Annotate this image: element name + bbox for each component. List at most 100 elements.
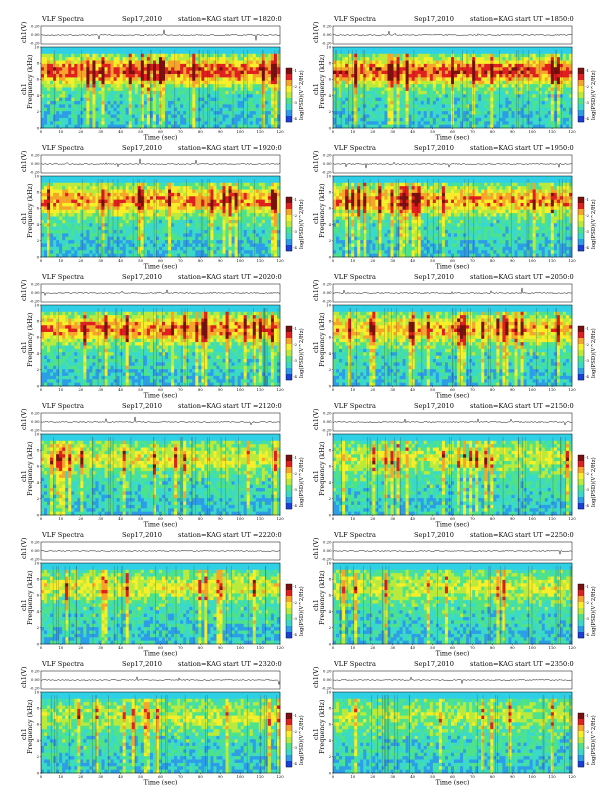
heatmap-cell [204,47,208,51]
heatmap-cell [496,90,500,95]
heatmap-cell [414,107,419,112]
heatmap-cell [366,90,370,95]
heatmap-cell [59,219,63,224]
heatmap-cell [441,50,446,55]
heatmap-cell [438,57,443,61]
heatmap-cell [95,107,99,112]
heatmap-cell [77,226,81,231]
heatmap-cell [396,47,400,51]
heatmap-cell [417,114,422,119]
heatmap-cell [128,84,133,88]
heatmap-cell [116,101,120,105]
heatmap-cell [444,104,449,109]
heatmap-cell [405,97,409,102]
heatmap-cell [532,104,536,109]
heatmap-cell [243,53,248,58]
heatmap-cell [252,70,257,75]
heatmap-cell [116,243,120,248]
heatmap-cell [390,63,394,68]
heatmap-cell [481,80,485,85]
heatmap-cell [198,121,202,125]
heatmap-cell [261,114,266,119]
heatmap-cell [165,189,169,194]
heatmap-cell [565,84,570,88]
heatmap-cell [484,114,488,119]
heatmap-cell [110,90,114,95]
heatmap-cell [110,77,114,82]
heatmap-cell [447,87,452,92]
heatmap-cell [511,57,515,61]
heatmap-cell [95,179,99,184]
heatmap-cell [89,107,93,112]
heatmap-cell [71,101,75,105]
heatmap-cell [65,219,69,224]
heatmap-cell [186,107,190,112]
heatmap-cell [520,77,524,82]
heatmap-cell [125,97,130,102]
heatmap-cell [559,84,564,88]
heatmap-cell [363,84,367,88]
heatmap-cell [556,80,561,85]
heatmap-cell [44,223,48,227]
heatmap-cell [213,84,217,88]
heatmap-cell [86,114,90,119]
heatmap-cell [107,186,111,190]
heatmap-cell [116,192,120,197]
heatmap-cell [92,253,96,258]
heatmap-cell [411,114,415,119]
heatmap-cell [77,57,81,61]
heatmap-cell [62,60,66,65]
heatmap-cell [171,101,175,105]
heatmap-cell [107,111,111,115]
heatmap-cell [225,47,229,51]
heatmap-cell [369,107,373,112]
heatmap-cell [237,124,241,129]
heatmap-cell [165,213,169,217]
heatmap-cell [369,101,373,105]
heatmap-cell [213,101,217,105]
heatmap-cell [65,176,69,180]
heatmap-cell [553,63,558,68]
heatmap-cell [402,50,406,55]
heatmap-cell [490,77,494,82]
heatmap-cell [165,77,169,82]
heatmap-cell [77,233,81,238]
heatmap-cell [119,84,123,88]
heatmap-cell [128,80,133,85]
heatmap-cell [174,80,178,85]
heatmap-cell [180,67,184,71]
heatmap-cell [333,97,337,102]
trace-waveform [40,29,281,41]
heatmap-cell [65,223,69,227]
heatmap-cell [384,67,388,71]
heatmap-cell [351,97,355,102]
heatmap-cell [210,47,214,51]
heatmap-cell [535,87,540,92]
heatmap-cell [155,182,160,187]
heatmap-cell [559,70,564,75]
heatmap-cell [47,203,51,207]
heatmap-cell [59,213,63,217]
heatmap-cell [119,230,123,234]
heatmap-cell [158,67,163,71]
heatmap-cell [165,57,169,61]
heatmap-cell [122,246,127,251]
heatmap-cell [369,121,373,125]
heatmap-cell [131,213,136,217]
heatmap-cell [559,121,564,125]
heatmap-cell [113,182,117,187]
heatmap-cell [174,90,178,95]
heatmap-cell [83,233,87,238]
heatmap-cell [270,94,275,98]
heatmap-cell [369,87,373,92]
heatmap-cell [426,57,431,61]
heatmap-cell [339,67,343,71]
heatmap-cell [65,124,69,129]
heatmap-cell [213,67,217,71]
heatmap-cell [258,117,263,122]
heatmap-cell [101,60,105,65]
heatmap-cell [89,80,93,85]
heatmap-cell [80,47,84,51]
heatmap-cell [252,124,257,129]
heatmap-cell [514,50,518,55]
